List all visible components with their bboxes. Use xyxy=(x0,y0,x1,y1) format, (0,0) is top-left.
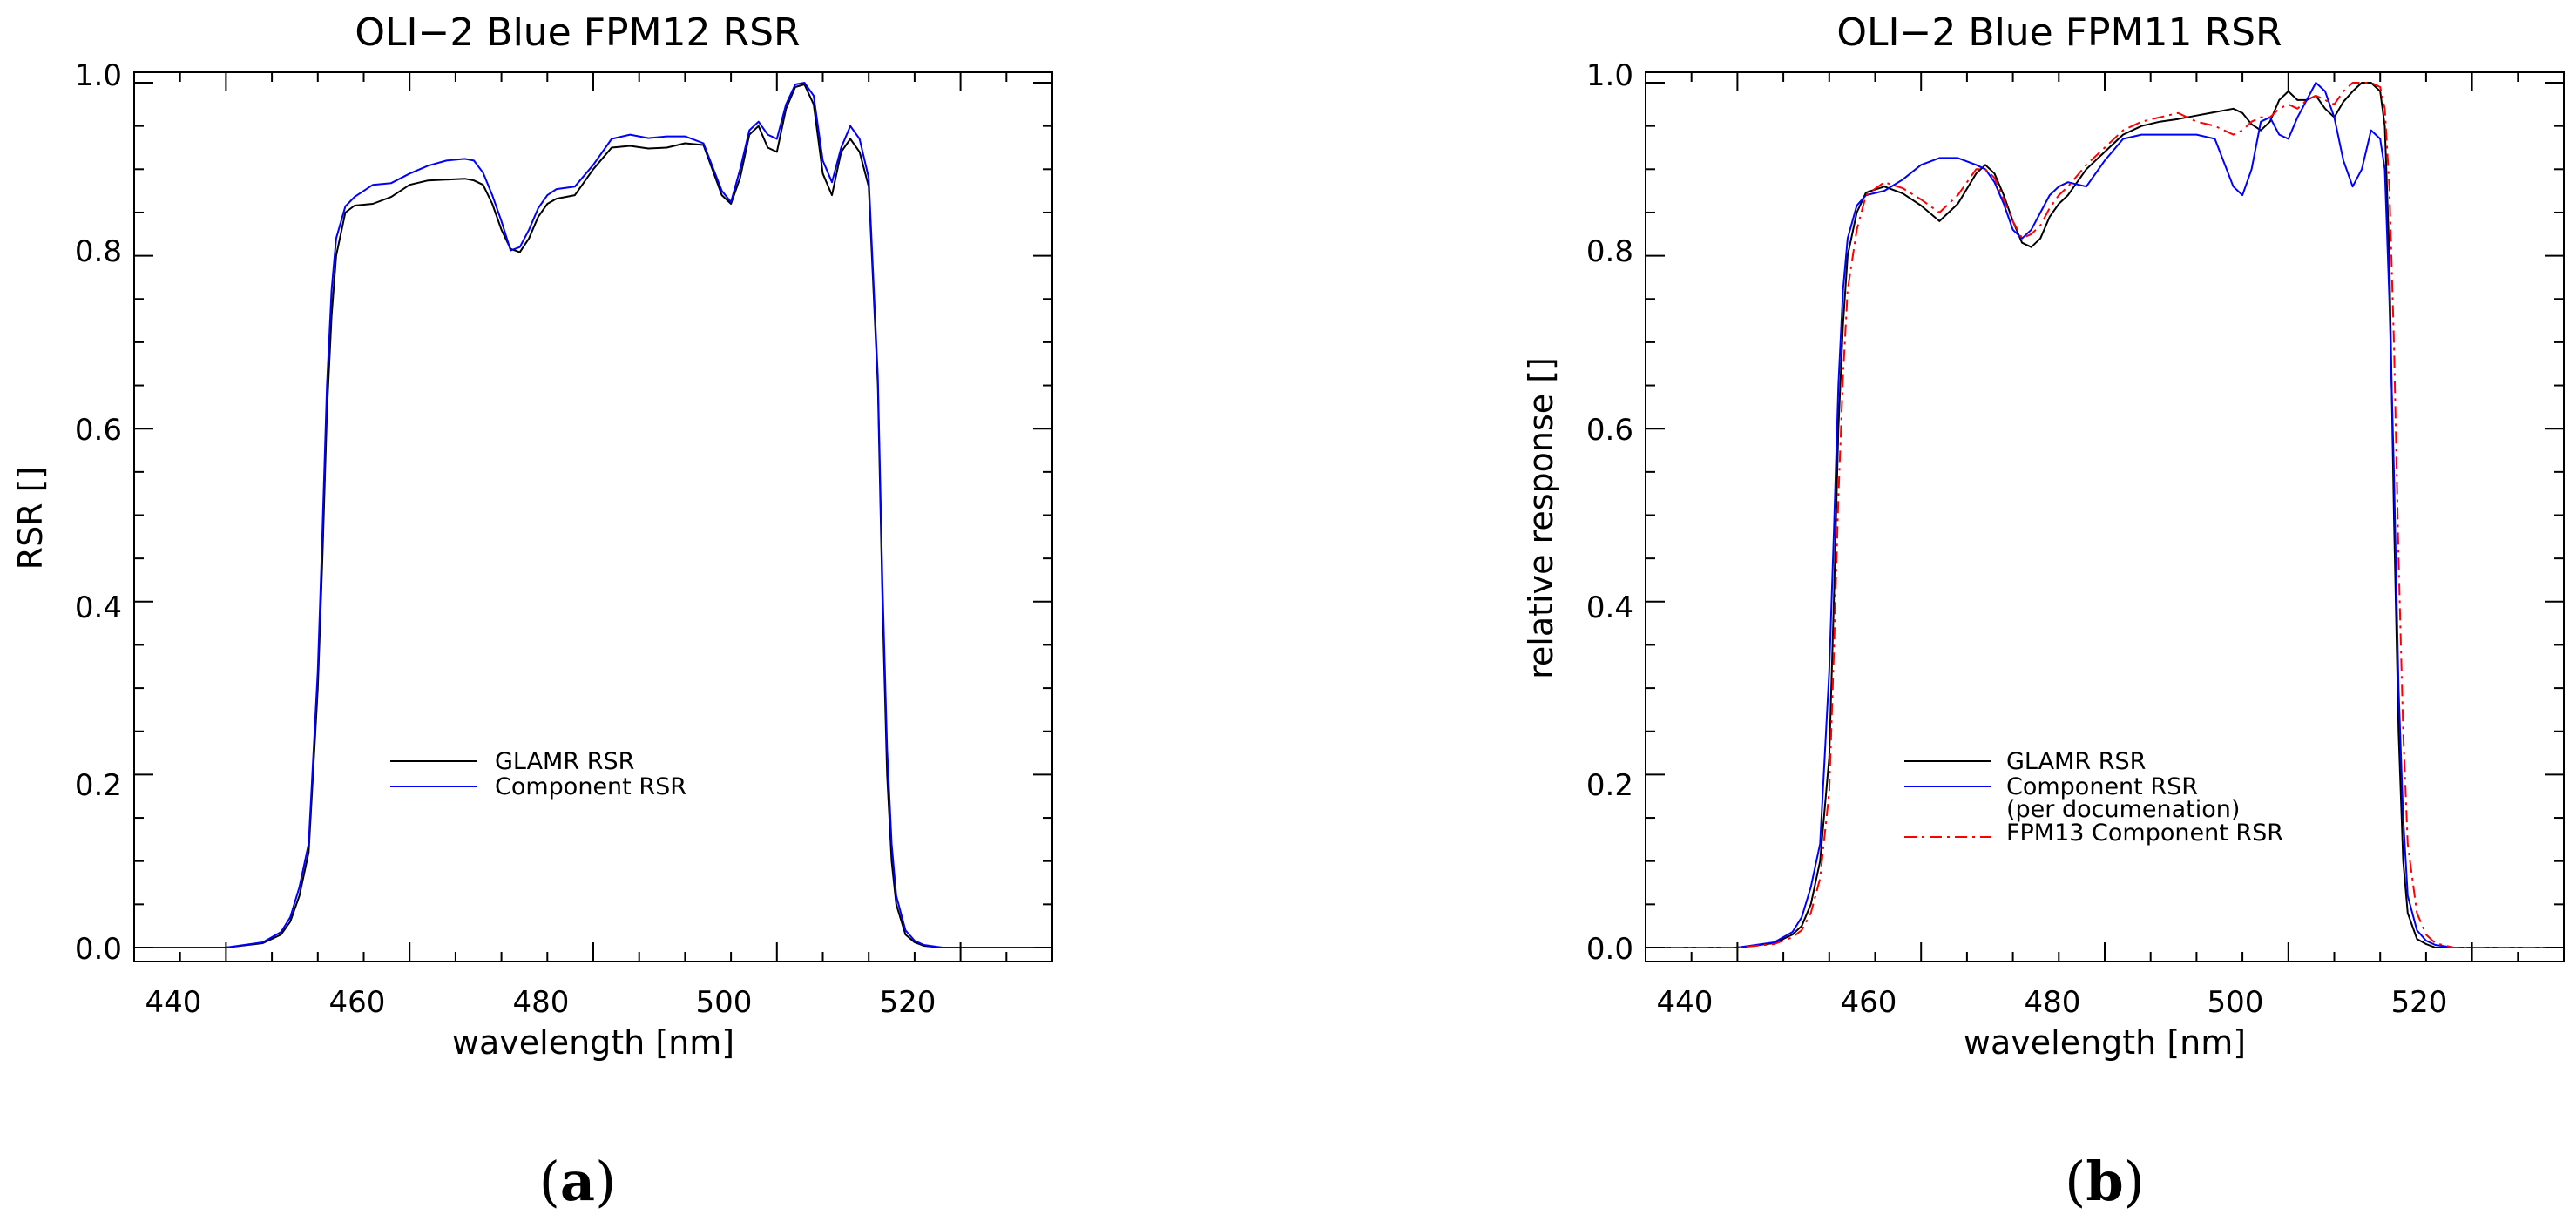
legend-label-glamr: GLAMR RSR xyxy=(2006,748,2146,775)
legend-label-fpm13: FPM13 Component RSR xyxy=(2006,820,2283,847)
legend-label-component-note: (per documenation) xyxy=(2006,796,2240,823)
caption-letter: a xyxy=(560,1150,595,1213)
caption-paren: ) xyxy=(595,1150,616,1213)
panel-b: OLI−2 Blue FPM11 RSR 440 460 480 500 520… xyxy=(1522,10,2565,1213)
x-tick-label: 520 xyxy=(880,985,936,1020)
panel-caption: (a) xyxy=(539,1150,617,1213)
y-tick-label: 0.2 xyxy=(1586,768,1633,803)
plot-frame xyxy=(133,71,1053,962)
caption-paren: ( xyxy=(539,1150,560,1213)
series-line-component-rsr xyxy=(134,82,1052,948)
series-line-component-rsr xyxy=(1646,82,2564,948)
x-tick-label: 520 xyxy=(2391,985,2448,1020)
y-tick-label: 0.6 xyxy=(75,413,122,448)
caption-paren: ( xyxy=(2065,1150,2086,1213)
x-axis-label: wavelength [nm] xyxy=(452,1023,734,1062)
series-line-fpm13-component-rsr xyxy=(1646,82,2564,948)
series-line-glamr-rsr xyxy=(134,84,1052,948)
x-tick-label: 500 xyxy=(2208,985,2264,1020)
x-tick-label: 440 xyxy=(145,985,202,1020)
legend-label-component: Component RSR xyxy=(2006,773,2198,800)
x-tick-label: 480 xyxy=(2025,985,2081,1020)
y-tick-label: 0.0 xyxy=(1586,932,1633,967)
legend: GLAMR RSR Component RSR xyxy=(390,748,686,800)
y-tick-label: 1.0 xyxy=(75,58,122,93)
series-line-glamr-rsr xyxy=(1646,82,2564,948)
series-layer xyxy=(1646,82,2564,948)
plot-area xyxy=(133,71,1053,962)
x-tick-label: 460 xyxy=(1841,985,1897,1020)
x-tick-label: 480 xyxy=(513,985,570,1020)
tick-layer xyxy=(133,72,1053,961)
tick-layer xyxy=(1645,72,2565,961)
plot-area xyxy=(1645,71,2565,962)
caption-letter: b xyxy=(2086,1150,2123,1213)
legend: GLAMR RSR Component RSR (per documenatio… xyxy=(1904,748,2283,847)
y-tick-label: 0.8 xyxy=(1586,234,1633,269)
x-tick-label: 460 xyxy=(329,985,386,1020)
y-tick-label: 0.4 xyxy=(1586,590,1633,625)
x-tick-label: 500 xyxy=(696,985,753,1020)
chart-title: OLI−2 Blue FPM12 RSR xyxy=(355,10,800,55)
caption-paren: ) xyxy=(2124,1150,2145,1213)
y-tick-label: 0.2 xyxy=(75,768,122,803)
x-tick-label: 440 xyxy=(1657,985,1714,1020)
y-tick-label: 1.0 xyxy=(1586,58,1633,93)
x-axis-label: wavelength [nm] xyxy=(1964,1023,2246,1062)
y-tick-label: 0.8 xyxy=(75,234,122,269)
y-axis-label: relative response [] xyxy=(1522,357,1560,679)
y-tick-label: 0.6 xyxy=(1586,413,1633,448)
series-layer xyxy=(134,82,1052,948)
legend-label-component: Component RSR xyxy=(495,773,686,800)
y-tick-label: 0.4 xyxy=(75,590,122,625)
chart-title: OLI−2 Blue FPM11 RSR xyxy=(1836,10,2282,55)
y-axis-label: RSR [] xyxy=(11,467,50,570)
y-tick-label: 0.0 xyxy=(75,932,122,967)
panel-caption: (b) xyxy=(2065,1150,2145,1213)
panel-a: OLI−2 Blue FPM12 RSR 440 460 480 500 520… xyxy=(11,10,1053,1213)
legend-label-glamr: GLAMR RSR xyxy=(495,748,634,775)
